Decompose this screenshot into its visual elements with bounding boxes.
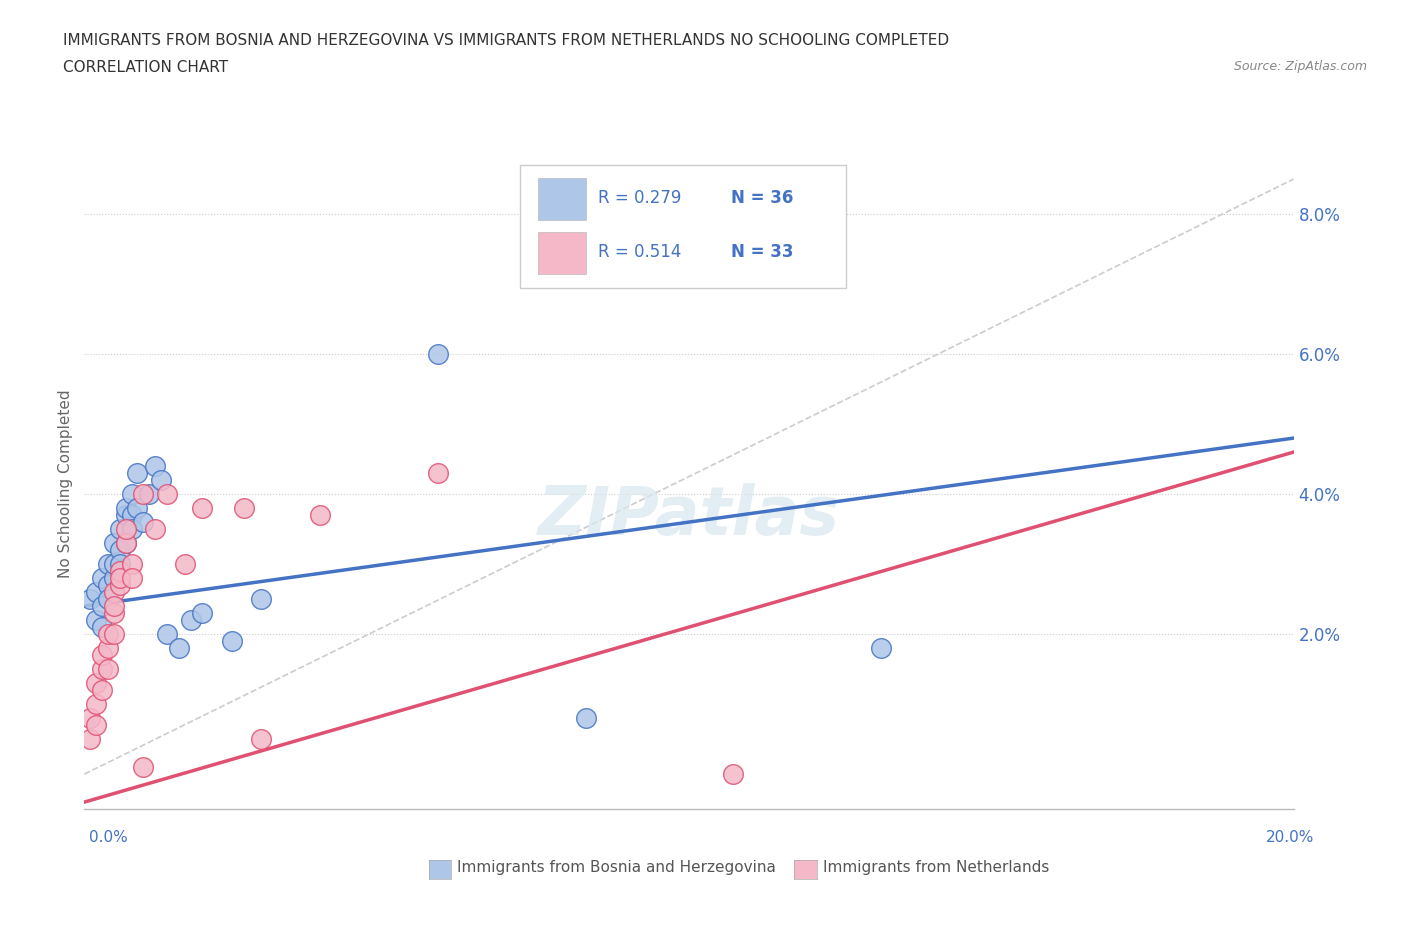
Point [575, 711, 598, 725]
Point [103, 536, 125, 551]
Point [79, 711, 101, 725]
Text: 20.0%: 20.0% [1267, 830, 1315, 844]
Point [114, 536, 136, 551]
Point [103, 627, 125, 642]
Text: Source: ZipAtlas.com: Source: ZipAtlas.com [1233, 60, 1367, 73]
Point [103, 557, 125, 572]
Point [91, 571, 114, 586]
Point [108, 564, 131, 578]
Point [250, 591, 273, 606]
Text: ZIPatlas: ZIPatlas [538, 484, 839, 549]
Point [156, 486, 179, 501]
Point [173, 557, 195, 572]
Point [97, 557, 120, 572]
Point [108, 571, 131, 586]
Point [121, 486, 143, 501]
FancyBboxPatch shape [538, 178, 586, 220]
Y-axis label: No Schooling Completed: No Schooling Completed [58, 390, 73, 578]
Point [114, 500, 136, 515]
FancyBboxPatch shape [538, 232, 586, 274]
Point [167, 641, 190, 656]
Point [869, 641, 891, 656]
Point [91, 647, 114, 662]
Point [127, 466, 149, 481]
Text: 0.0%: 0.0% [89, 830, 128, 844]
Point [79, 732, 101, 747]
Point [103, 571, 125, 586]
Point [121, 522, 143, 537]
Text: CORRELATION CHART: CORRELATION CHART [63, 60, 228, 75]
Point [97, 661, 120, 676]
Point [103, 599, 125, 614]
Point [121, 557, 143, 572]
Point [79, 591, 101, 606]
Point [97, 641, 120, 656]
Text: Immigrants from Bosnia and Herzegovina: Immigrants from Bosnia and Herzegovina [457, 860, 776, 875]
Point [721, 766, 744, 781]
Point [108, 543, 131, 558]
Point [108, 557, 131, 572]
Point [132, 514, 155, 529]
Text: N = 36: N = 36 [731, 190, 793, 207]
Point [127, 500, 149, 515]
Point [121, 508, 143, 523]
Point [103, 585, 125, 600]
Point [309, 508, 332, 523]
Point [132, 760, 155, 775]
Point [221, 633, 243, 648]
Point [84, 718, 107, 733]
Point [138, 486, 160, 501]
Point [91, 619, 114, 634]
Point [97, 578, 120, 592]
Point [108, 578, 131, 592]
Point [121, 571, 143, 586]
Point [427, 347, 450, 362]
Point [97, 591, 120, 606]
Point [191, 500, 214, 515]
Text: R = 0.279: R = 0.279 [599, 190, 682, 207]
Point [91, 599, 114, 614]
Point [132, 486, 155, 501]
FancyBboxPatch shape [520, 165, 846, 288]
Point [84, 613, 107, 628]
Text: Immigrants from Netherlands: Immigrants from Netherlands [823, 860, 1049, 875]
Point [180, 613, 202, 628]
Point [150, 472, 173, 487]
Point [91, 683, 114, 698]
Point [91, 661, 114, 676]
Text: N = 33: N = 33 [731, 244, 794, 261]
Point [84, 697, 107, 711]
Point [114, 536, 136, 551]
Point [156, 627, 179, 642]
Point [114, 522, 136, 537]
Point [84, 585, 107, 600]
Point [143, 522, 166, 537]
Point [427, 466, 450, 481]
Point [103, 605, 125, 620]
Point [84, 676, 107, 691]
Point [250, 732, 273, 747]
Text: IMMIGRANTS FROM BOSNIA AND HERZEGOVINA VS IMMIGRANTS FROM NETHERLANDS NO SCHOOLI: IMMIGRANTS FROM BOSNIA AND HERZEGOVINA V… [63, 33, 949, 47]
Point [108, 522, 131, 537]
Point [97, 627, 120, 642]
Point [191, 605, 214, 620]
Point [114, 508, 136, 523]
Point [143, 458, 166, 473]
Text: R = 0.514: R = 0.514 [599, 244, 682, 261]
Point [232, 500, 254, 515]
